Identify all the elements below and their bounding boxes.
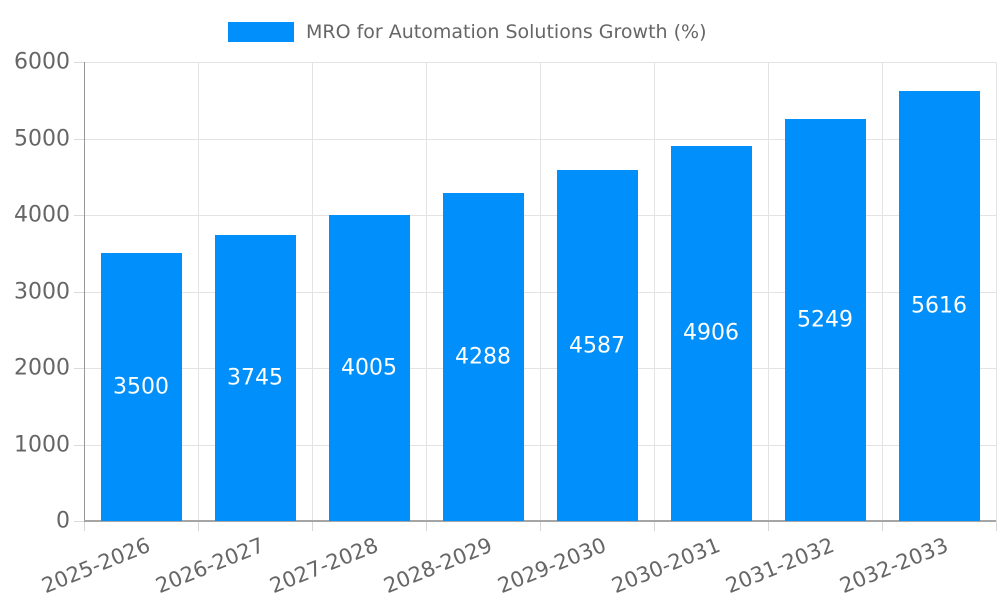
x-axis-tick-mark: [768, 521, 769, 531]
x-axis-tick-mark: [426, 521, 427, 531]
x-axis-tick-mark: [312, 521, 313, 531]
vertical-gridline: [312, 62, 313, 521]
legend[interactable]: MRO for Automation Solutions Growth (%): [228, 21, 706, 43]
vertical-gridline: [540, 62, 541, 521]
y-axis-tick-mark: [74, 368, 84, 369]
bar-value-label: 4288: [455, 344, 511, 370]
y-axis-tick-label: 6000: [14, 49, 70, 75]
bar[interactable]: [898, 91, 980, 521]
plot-area: 3500 2025-2026 3745 2026-2027 4005 2027-2028 4…: [38, 62, 997, 598]
y-axis-tick-label: 2000: [14, 355, 70, 381]
bar-value-label: 4005: [341, 355, 397, 381]
x-axis-tick-label: 2029-2030: [493, 533, 609, 599]
y-axis-tick-label: 3000: [14, 279, 70, 304]
x-axis-tick-label: 2025-2026: [37, 533, 153, 599]
vertical-gridline: [426, 62, 427, 521]
x-axis-tick-label: 2027-2028: [265, 533, 381, 599]
x-axis-tick-mark: [540, 521, 541, 531]
x-axis-tick-mark: [198, 521, 199, 531]
legend-swatch[interactable]: [228, 22, 294, 42]
bar[interactable]: [556, 170, 638, 521]
x-axis-tick-label: 2028-2029: [379, 533, 495, 599]
y-axis-line: [84, 62, 85, 521]
x-axis-tick-label: 2032-2033: [835, 533, 951, 599]
y-axis-tick-mark: [74, 444, 84, 446]
bar-value-label: 5616: [911, 293, 967, 319]
x-axis-tick-mark: [996, 521, 997, 531]
y-axis-tick-label: 1000: [14, 432, 70, 457]
bar-value-label: 4906: [683, 320, 739, 346]
vertical-gridline: [768, 62, 769, 521]
bar[interactable]: [784, 119, 866, 521]
y-axis-tick-mark: [74, 215, 84, 216]
vertical-gridline: [198, 62, 199, 521]
y-axis-tick-mark: [74, 138, 84, 140]
bar-value-label: 3745: [227, 365, 283, 391]
bar-value-label: 5249: [797, 307, 853, 333]
bar[interactable]: [670, 145, 752, 521]
bar-value-label: 4587: [569, 333, 625, 359]
x-axis-line: [84, 520, 996, 522]
bar[interactable]: [214, 234, 296, 521]
legend-label[interactable]: MRO for Automation Solutions Growth (%): [306, 21, 707, 43]
x-axis-tick-label: 2030-2031: [607, 533, 723, 599]
x-axis-tick-label: 2026-2027: [151, 533, 267, 599]
y-axis-tick-mark: [74, 521, 84, 522]
vertical-gridline: [996, 62, 997, 521]
y-axis-tick-label: 0: [56, 508, 70, 534]
y-axis-tick-label: 5000: [14, 126, 70, 151]
x-axis-tick-mark: [654, 521, 655, 531]
bar[interactable]: [100, 253, 182, 521]
bar[interactable]: [328, 214, 410, 521]
bar[interactable]: [442, 192, 524, 521]
y-axis-tick-label: 4000: [14, 202, 70, 228]
y-axis-tick-mark: [74, 62, 84, 63]
vertical-gridline: [654, 62, 655, 521]
y-axis-tick-mark: [74, 291, 84, 293]
x-axis-tick-mark: [84, 521, 85, 531]
bar-value-label: 3500: [113, 374, 169, 400]
x-axis-tick-label: 2031-2032: [721, 533, 837, 599]
x-axis-tick-mark: [882, 521, 883, 531]
vertical-gridline: [882, 62, 883, 521]
